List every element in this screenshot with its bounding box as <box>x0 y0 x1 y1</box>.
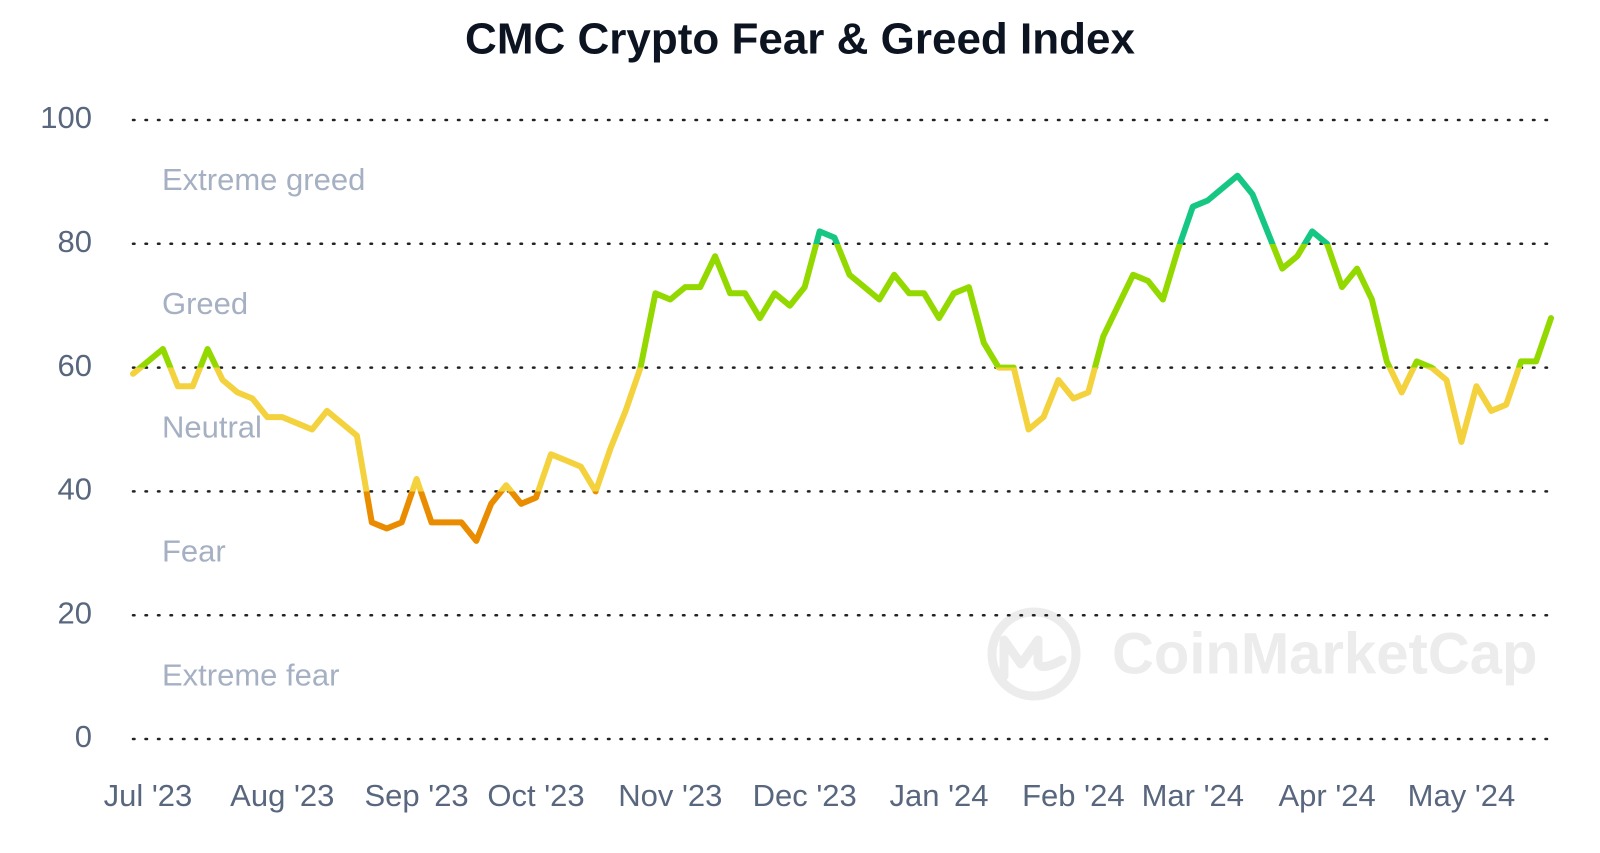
x-tick-label: Feb '24 <box>1022 778 1124 813</box>
band-label: Extreme fear <box>162 657 339 692</box>
x-tick-label: Sep '23 <box>365 778 469 813</box>
index-line <box>130 172 1554 544</box>
band-label: Greed <box>162 286 248 321</box>
y-tick-label: 100 <box>40 100 92 135</box>
x-tick-label: May '24 <box>1408 778 1516 813</box>
x-tick-label: Apr '24 <box>1278 778 1375 813</box>
chart-title: CMC Crypto Fear & Greed Index <box>465 15 1135 64</box>
x-tick-label: Dec '23 <box>753 778 857 813</box>
y-tick-label: 80 <box>58 224 92 259</box>
y-tick-label: 40 <box>58 472 92 507</box>
band-label: Extreme greed <box>162 162 365 197</box>
watermark: CoinMarketCap <box>1112 621 1537 686</box>
band-label: Neutral <box>162 410 262 445</box>
band-label: Fear <box>162 533 226 568</box>
y-tick-label: 0 <box>75 719 92 754</box>
x-tick-label: Oct '23 <box>487 778 584 813</box>
x-tick-label: Mar '24 <box>1142 778 1244 813</box>
watermark-logo <box>987 607 1081 701</box>
y-tick-label: 20 <box>58 595 92 630</box>
x-tick-label: Jan '24 <box>890 778 989 813</box>
x-tick-label: Nov '23 <box>618 778 722 813</box>
x-tick-label: Aug '23 <box>230 778 334 813</box>
y-tick-label: 60 <box>58 348 92 383</box>
x-tick-label: Jul '23 <box>104 778 193 813</box>
